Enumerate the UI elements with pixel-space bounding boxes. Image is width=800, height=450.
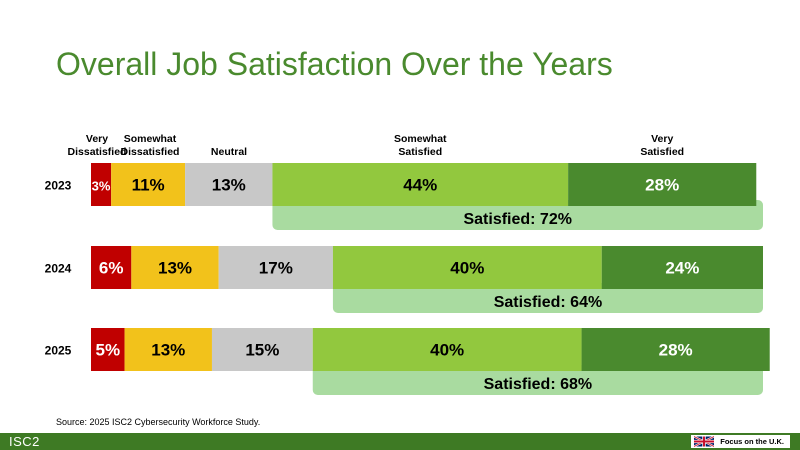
satisfied-total-label: Satisfied: 64%: [494, 294, 602, 311]
data-label: 15%: [245, 341, 279, 360]
legend-label-line: Satisfied: [640, 146, 684, 158]
satisfied-total-band: [272, 200, 763, 230]
legend-label-line: Somewhat: [124, 133, 177, 145]
legend-label-line: Somewhat: [394, 133, 447, 145]
focus-box: Focus on the U.K.: [691, 435, 790, 448]
footer-bar: ISC2 Focus on the U.K.: [0, 433, 800, 450]
legend-label-line: Dissatisfied: [68, 146, 127, 158]
bar-segment: [91, 163, 112, 206]
data-label: 11%: [132, 176, 165, 195]
bar-segment: [312, 328, 582, 371]
data-label: 40%: [450, 259, 484, 278]
bar-segment: [91, 328, 125, 371]
bar-segment: [272, 163, 569, 206]
data-label: 6%: [99, 259, 124, 278]
legend-label: Somewhat Dissatisfied: [121, 133, 180, 158]
data-label: 44%: [403, 176, 437, 195]
data-label: 5%: [96, 341, 121, 360]
data-label: 13%: [212, 176, 246, 195]
legend-label-line: Satisfied: [398, 146, 442, 158]
legend-label-line: Very: [651, 133, 673, 145]
satisfied-total-label: Satisfied: 72%: [463, 211, 571, 228]
year-label: 2024: [45, 262, 72, 276]
data-label: 13%: [158, 259, 192, 278]
bar-segment: [111, 163, 186, 206]
focus-badge: Focus on the U.K.: [691, 433, 790, 450]
satisfied-total-band: [312, 365, 763, 395]
legend-label-line: Dissatisfied: [121, 146, 180, 158]
bar-segment: [211, 328, 313, 371]
source-note: Source: 2025 ISC2 Cybersecurity Workforc…: [56, 417, 261, 427]
bar-segment: [124, 328, 212, 371]
legend-label-line: Very: [86, 133, 108, 145]
legend-label: Very Dissatisfied: [68, 133, 127, 158]
data-label: 3%: [92, 179, 111, 194]
data-label: 24%: [665, 259, 699, 278]
focus-text: Focus on the U.K.: [720, 437, 784, 446]
bar-segment: [568, 163, 757, 206]
satisfied-total-label: Satisfied: 68%: [484, 376, 592, 393]
bar-segment: [332, 246, 602, 289]
bar-segment: [185, 163, 273, 206]
bar-segment: [218, 246, 333, 289]
brand-logo-text: ISC2: [9, 434, 40, 449]
bar-segment: [131, 246, 219, 289]
year-label: 2023: [45, 179, 72, 193]
legend-label: Somewhat Satisfied: [394, 133, 447, 158]
bar-segment: [91, 246, 132, 289]
data-label: 13%: [151, 341, 185, 360]
bar-segment: [601, 246, 763, 289]
bar-segment: [581, 328, 770, 371]
page-title: Overall Job Satisfaction Over the Years: [56, 46, 613, 82]
data-label: 28%: [659, 341, 693, 360]
data-label: 28%: [645, 176, 679, 195]
legend-label-line: Neutral: [211, 146, 247, 158]
satisfied-total-band: [332, 283, 763, 313]
legend-label: Very Satisfied: [640, 133, 684, 158]
legend-label: Neutral: [211, 146, 247, 158]
data-label: 17%: [259, 259, 293, 278]
year-label: 2025: [45, 344, 72, 358]
data-label: 40%: [430, 341, 464, 360]
uk-flag-icon: [694, 436, 715, 447]
